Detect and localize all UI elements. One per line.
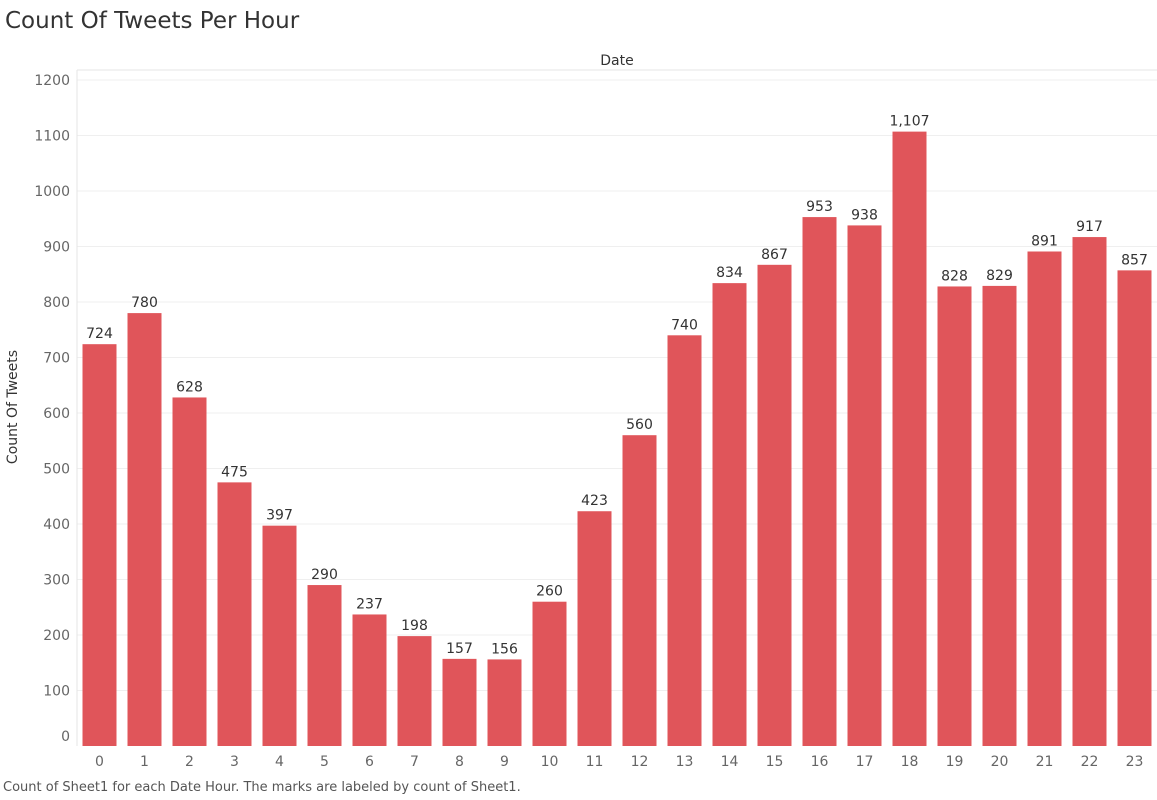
bar-value-label: 834 <box>716 265 743 281</box>
bar-hour-12[interactable] <box>622 435 657 746</box>
bar-value-label: 867 <box>761 247 788 263</box>
y-tick-label: 0 <box>61 729 70 745</box>
x-tick-label: 11 <box>586 754 604 770</box>
y-tick-label: 800 <box>43 295 70 311</box>
x-tick-label: 6 <box>365 754 374 770</box>
x-tick-label: 19 <box>946 754 964 770</box>
x-tick-label: 7 <box>410 754 419 770</box>
x-tick-label: 2 <box>185 754 194 770</box>
y-tick-label: 700 <box>43 351 70 367</box>
bar-value-label: 237 <box>356 596 383 612</box>
bar-hour-14[interactable] <box>712 283 747 746</box>
x-tick-label: 20 <box>991 754 1009 770</box>
bar-hour-19[interactable] <box>937 286 972 746</box>
bar-value-label: 953 <box>806 199 833 215</box>
bar-hour-16[interactable] <box>802 217 837 746</box>
y-tick-label: 900 <box>43 240 70 256</box>
y-tick-label: 1000 <box>34 184 70 200</box>
y-tick-label: 200 <box>43 628 70 644</box>
x-tick-label: 14 <box>721 754 739 770</box>
bar-value-label: 891 <box>1031 233 1058 249</box>
y-tick-label: 400 <box>43 517 70 533</box>
x-tick-label: 18 <box>901 754 919 770</box>
y-tick-label: 300 <box>43 573 70 589</box>
bar-value-label: 156 <box>491 641 518 657</box>
x-tick-label: 17 <box>856 754 874 770</box>
bar-hour-6[interactable] <box>352 614 387 746</box>
bar-hour-9[interactable] <box>487 659 522 746</box>
x-tick-label: 16 <box>811 754 829 770</box>
bar-hour-11[interactable] <box>577 511 612 746</box>
bar-value-label: 423 <box>581 493 608 509</box>
bar-value-label: 1,107 <box>889 114 929 130</box>
bar-hour-17[interactable] <box>847 225 882 746</box>
bar-value-label: 628 <box>176 379 203 395</box>
y-tick-label: 1200 <box>34 73 70 89</box>
x-tick-label: 1 <box>140 754 149 770</box>
x-tick-label: 12 <box>631 754 649 770</box>
bar-hour-22[interactable] <box>1072 237 1107 746</box>
y-tick-label: 1100 <box>34 129 70 145</box>
bar-value-label: 857 <box>1121 252 1148 268</box>
x-tick-label: 15 <box>766 754 784 770</box>
bar-value-label: 560 <box>626 417 653 433</box>
bar-hour-15[interactable] <box>757 264 792 746</box>
bar-value-label: 828 <box>941 268 968 284</box>
y-tick-label: 600 <box>43 406 70 422</box>
x-tick-label: 3 <box>230 754 239 770</box>
bar-value-label: 724 <box>86 326 113 342</box>
bar-hour-23[interactable] <box>1117 270 1152 746</box>
bars <box>82 131 1152 747</box>
bar-hour-1[interactable] <box>127 313 162 746</box>
y-tick-label: 100 <box>43 684 70 700</box>
x-tick-label: 9 <box>500 754 509 770</box>
bar-value-label: 780 <box>131 295 158 311</box>
bar-hour-3[interactable] <box>217 482 252 746</box>
x-tick-label: 21 <box>1036 754 1054 770</box>
gridlines <box>76 69 1157 746</box>
y-axis-title: Count Of Tweets <box>5 350 21 464</box>
bar-value-label: 198 <box>401 618 428 634</box>
bar-hour-13[interactable] <box>667 335 702 746</box>
bar-hour-20[interactable] <box>982 285 1017 746</box>
bar-hour-5[interactable] <box>307 585 342 746</box>
bar-hour-21[interactable] <box>1027 251 1062 746</box>
x-tick-label: 4 <box>275 754 284 770</box>
chart-footnote: Count of Sheet1 for each Date Hour. The … <box>3 780 521 795</box>
bar-hour-18[interactable] <box>892 131 927 747</box>
bar-value-label: 917 <box>1076 219 1103 235</box>
bar-value-label: 740 <box>671 317 698 333</box>
y-tick-label: 500 <box>43 462 70 478</box>
bar-value-label: 829 <box>986 268 1013 284</box>
bar-value-label: 397 <box>266 508 293 524</box>
bar-value-label: 475 <box>221 464 248 480</box>
bar-hour-7[interactable] <box>397 636 432 746</box>
bar-value-label: 290 <box>311 567 338 583</box>
y-axis-ticks: 0 100 200 300 400 500 600 700 800 900 1000 1100 1200 <box>34 73 70 745</box>
x-tick-label: 8 <box>455 754 464 770</box>
x-axis-ticks: 0 1 2 3 4 5 6 7 8 9 10 11 12 13 14 15 16 17 18 19 20 21 22 23 <box>95 754 1143 770</box>
x-tick-label: 5 <box>320 754 329 770</box>
bar-hour-2[interactable] <box>172 397 207 746</box>
bar-hour-10[interactable] <box>532 601 567 746</box>
x-axis-title: Date <box>600 53 633 69</box>
x-tick-label: 0 <box>95 754 104 770</box>
bar-hour-0[interactable] <box>82 344 117 746</box>
bar-hour-8[interactable] <box>442 658 477 746</box>
value-labels: 724 780 628 475 397 290 237 198 157 156 260 423 560 7… <box>86 114 1148 658</box>
bar-value-label: 938 <box>851 207 878 223</box>
bar-value-label: 260 <box>536 584 563 600</box>
bar-hour-4[interactable] <box>262 525 297 746</box>
x-tick-label: 22 <box>1081 754 1099 770</box>
x-tick-label: 23 <box>1126 754 1144 770</box>
x-tick-label: 10 <box>541 754 559 770</box>
chart-title: Count Of Tweets Per Hour <box>5 8 300 34</box>
bar-value-label: 157 <box>446 641 473 657</box>
x-tick-label: 13 <box>676 754 694 770</box>
